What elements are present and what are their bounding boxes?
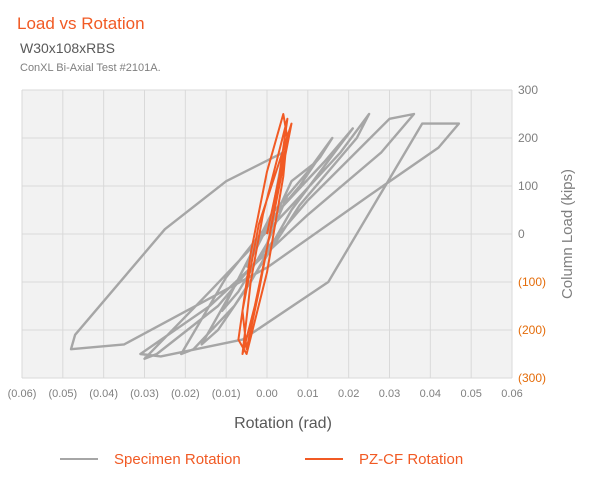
legend-label: PZ-CF Rotation — [359, 450, 464, 468]
x-tick-label: 0.02 — [338, 388, 359, 400]
x-axis-ticks: (0.06) (0.05) (0.04) (0.03) (0.02) (0.01) 0.00… — [8, 388, 523, 400]
legend-swatch — [305, 458, 343, 460]
x-tick-label: 0.05 — [460, 388, 481, 400]
series-line-pz-cf-rotation — [237, 113, 293, 355]
y-tick-label: (200) — [518, 323, 546, 337]
chart-subtitle: W30x108xRBS — [20, 40, 115, 56]
legend-swatch — [60, 458, 98, 460]
x-axis-label: Rotation (rad) — [234, 415, 332, 432]
x-tick-label: (0.03) — [130, 388, 159, 400]
chart-plot: (0.06) (0.05) (0.04) (0.03) (0.02) (0.01) 0.00… — [8, 83, 576, 432]
chart-title: Load vs Rotation — [17, 14, 145, 33]
x-tick-label: 0.03 — [379, 388, 400, 400]
x-tick-label: (0.06) — [8, 388, 37, 400]
legend-item-specimen-rotation: Specimen Rotation — [60, 446, 241, 472]
chart-legend: Specimen Rotation PZ-CF Rotation — [0, 446, 600, 472]
x-tick-label: (0.05) — [48, 388, 77, 400]
x-tick-label: (0.02) — [171, 388, 200, 400]
y-axis-ticks: 300 200 100 0 (100) (200) (300) — [518, 83, 546, 385]
y-tick-label: (100) — [518, 275, 546, 289]
y-tick-label: 300 — [518, 83, 538, 97]
x-tick-label: (0.01) — [212, 388, 241, 400]
x-tick-label: (0.04) — [89, 388, 118, 400]
grid-lines — [21, 89, 513, 379]
x-tick-label: 0.01 — [297, 388, 318, 400]
y-axis-label: Column Load (kips) — [559, 169, 576, 299]
x-tick-label: 0.06 — [501, 388, 522, 400]
legend-item-pz-cf-rotation: PZ-CF Rotation — [305, 446, 463, 472]
x-tick-label: 0.04 — [420, 388, 441, 400]
x-tick-label: 0.00 — [256, 388, 277, 400]
y-tick-label: 100 — [518, 179, 538, 193]
y-tick-label: (300) — [518, 371, 546, 385]
legend-label: Specimen Rotation — [114, 450, 241, 468]
series-layer — [69, 112, 461, 360]
series-line-specimen-rotation — [69, 112, 461, 360]
chart-caption: ConXL Bi-Axial Test #2101A. — [20, 62, 161, 74]
y-tick-label: 0 — [518, 227, 525, 241]
y-tick-label: 200 — [518, 131, 538, 145]
